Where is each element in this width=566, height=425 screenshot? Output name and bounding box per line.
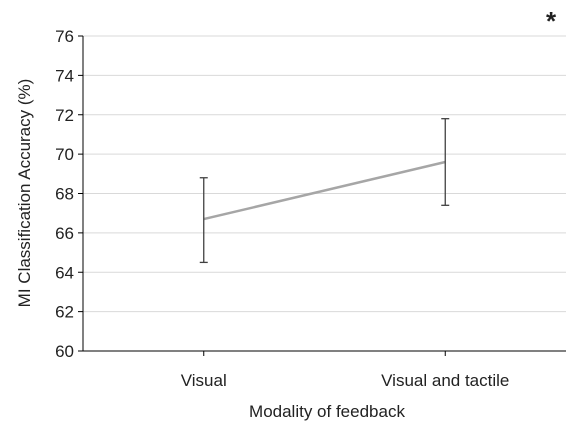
y-tick-label: 74 [55,66,74,85]
x-tick-label: Visual [181,371,227,390]
significance-annotation: * [546,6,557,36]
gridlines [83,35,566,313]
y-tick-label: 64 [55,263,74,282]
y-tick-label: 70 [55,145,74,164]
error-bars [199,118,450,264]
y-axis-title: MI Classification Accuracy (%) [15,79,34,308]
x-tick-label: Visual and tactile [381,371,509,390]
y-tick-label: 60 [55,342,74,361]
x-axis-title: Modality of feedback [249,402,405,421]
y-tick-label: 62 [55,303,74,322]
y-tick-label: 72 [55,106,74,125]
series-group [203,160,446,221]
x-axis: Visual Visual and tactile [83,350,566,390]
y-axis-ticks: 60 62 64 66 68 70 72 74 76 [55,27,84,361]
series-line [203,160,446,221]
y-tick-label: 68 [55,185,74,204]
y-tick-label: 66 [55,224,74,243]
y-tick-label: 76 [55,27,74,46]
